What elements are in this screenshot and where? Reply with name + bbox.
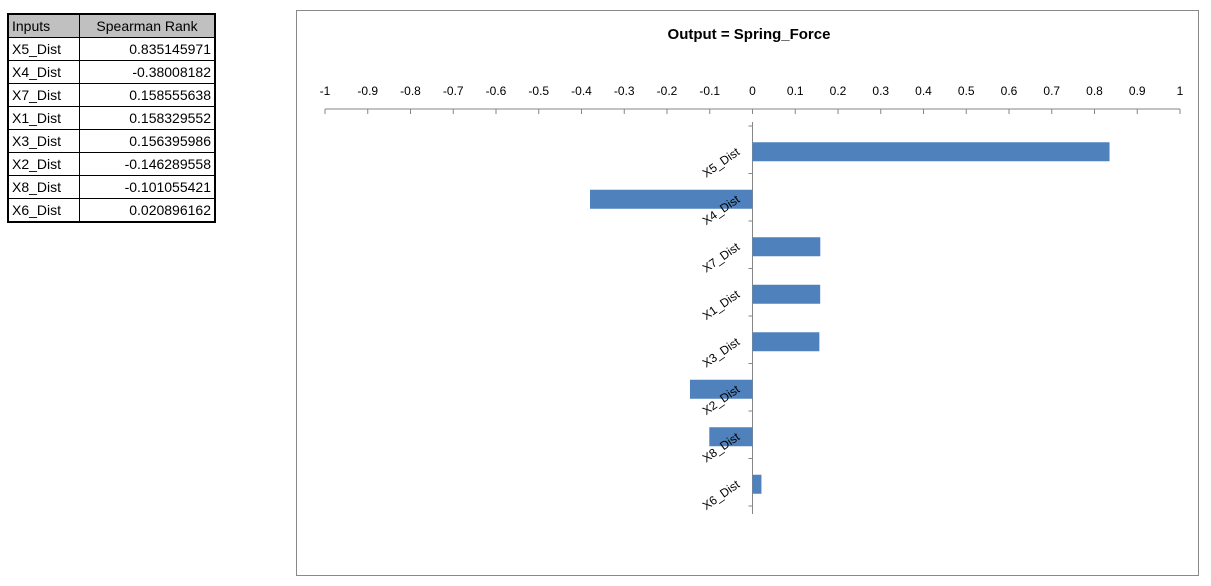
- bar-x6-dist[interactable]: [752, 474, 762, 494]
- input-name-cell[interactable]: X7_Dist: [7, 83, 80, 107]
- category-label: X7_Dist: [700, 239, 743, 275]
- x-tick-label: -0.6: [486, 84, 507, 98]
- input-name-cell[interactable]: X1_Dist: [7, 106, 80, 130]
- chart-title: Output = Spring_Force: [668, 26, 831, 43]
- rank-value-cell[interactable]: 0.835145971: [79, 37, 216, 61]
- header-inputs: Inputs: [7, 13, 80, 38]
- x-tick-label: -0.3: [614, 84, 635, 98]
- table-row: X7_Dist 0.158555638: [7, 83, 216, 107]
- table-row: X4_Dist -0.38008182: [7, 60, 216, 84]
- category-label: X5_Dist: [700, 144, 743, 180]
- x-tick-label: -0.1: [699, 84, 720, 98]
- x-tick-label: 0: [749, 84, 756, 98]
- input-name-cell[interactable]: X4_Dist: [7, 60, 80, 84]
- category-label: X1_Dist: [700, 287, 743, 323]
- input-name-cell[interactable]: X5_Dist: [7, 37, 80, 61]
- rank-value-cell[interactable]: -0.101055421: [79, 175, 216, 199]
- x-tick-label: 0.8: [1086, 84, 1103, 98]
- bar-x1-dist[interactable]: [752, 284, 821, 304]
- rank-value-cell[interactable]: -0.38008182: [79, 60, 216, 84]
- x-tick-label: 0.9: [1129, 84, 1146, 98]
- category-label: X3_Dist: [700, 334, 743, 370]
- bar-x8-dist[interactable]: [709, 427, 753, 447]
- bars: [590, 142, 1110, 494]
- table-row: X8_Dist -0.101055421: [7, 175, 216, 199]
- table-row: X5_Dist 0.835145971: [7, 37, 216, 61]
- x-tick-label: -1: [320, 84, 331, 98]
- header-spearman-rank: Spearman Rank: [79, 13, 216, 38]
- x-tick-label: 0.4: [915, 84, 932, 98]
- table-row: X6_Dist 0.020896162: [7, 198, 216, 223]
- x-tick-label: 0.3: [872, 84, 889, 98]
- bar-x4-dist[interactable]: [590, 189, 753, 209]
- input-name-cell[interactable]: X6_Dist: [7, 198, 80, 223]
- category-label: X6_Dist: [700, 477, 743, 513]
- x-tick-label: 0.7: [1043, 84, 1060, 98]
- x-tick-label: 1: [1177, 84, 1184, 98]
- spearman-table: Inputs Spearman Rank X5_Dist 0.835145971 …: [7, 13, 216, 223]
- chart-plot-area: Output = Spring_Force -1 -0.9 -0.8 -0.7 -0.6…: [320, 26, 1184, 514]
- x-tick-label: -0.7: [443, 84, 464, 98]
- table-row: X2_Dist -0.146289558: [7, 152, 216, 176]
- rank-value-cell[interactable]: -0.146289558: [79, 152, 216, 176]
- input-name-cell[interactable]: X8_Dist: [7, 175, 80, 199]
- rank-value-cell[interactable]: 0.158329552: [79, 106, 216, 130]
- table-row: X3_Dist 0.156395986: [7, 129, 216, 153]
- x-tick-label: 0.6: [1001, 84, 1018, 98]
- x-tick-label: 0.1: [787, 84, 804, 98]
- bar-x2-dist[interactable]: [689, 379, 753, 399]
- bar-x3-dist[interactable]: [752, 332, 820, 352]
- bar-x5-dist[interactable]: [752, 142, 1110, 162]
- x-tick-label: 0.2: [830, 84, 847, 98]
- rank-value-cell[interactable]: 0.158555638: [79, 83, 216, 107]
- x-tick-label: -0.9: [357, 84, 378, 98]
- bar-x7-dist[interactable]: [752, 237, 821, 257]
- x-tick-label: -0.8: [400, 84, 421, 98]
- rank-value-cell[interactable]: 0.020896162: [79, 198, 216, 223]
- x-tick-label: -0.4: [571, 84, 592, 98]
- x-axis: -1 -0.9 -0.8 -0.7 -0.6 -0.5 -0.4 -0.3 -0.2 -0.1 0 0…: [320, 84, 1184, 514]
- table-header-row: Inputs Spearman Rank: [7, 13, 216, 38]
- x-tick-label: -0.2: [657, 84, 678, 98]
- tornado-chart[interactable]: Output = Spring_Force -1 -0.9 -0.8 -0.7 -0.6…: [296, 10, 1199, 576]
- table-row: X1_Dist 0.158329552: [7, 106, 216, 130]
- input-name-cell[interactable]: X3_Dist: [7, 129, 80, 153]
- input-name-cell[interactable]: X2_Dist: [7, 152, 80, 176]
- x-tick-label: 0.5: [958, 84, 975, 98]
- x-tick-label: -0.5: [528, 84, 549, 98]
- rank-value-cell[interactable]: 0.156395986: [79, 129, 216, 153]
